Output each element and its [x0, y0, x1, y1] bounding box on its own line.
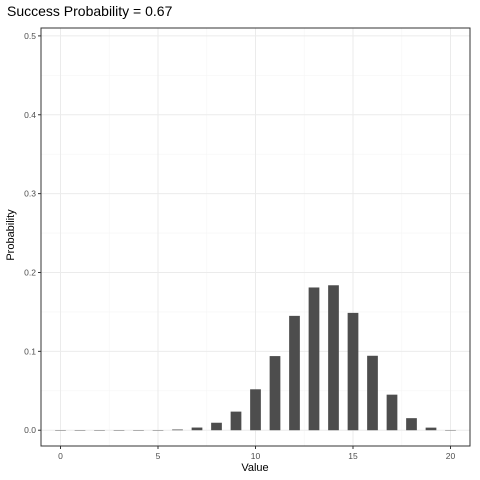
bar-11	[269, 356, 281, 431]
bar-16	[367, 355, 378, 431]
x-axis-ticks: 0 5 10 15 20	[58, 446, 455, 461]
bar-15	[347, 312, 359, 431]
x-tick-label: 15	[348, 451, 358, 461]
y-tick-label: 0.1	[24, 346, 36, 356]
y-tick-label: 0.0	[24, 425, 36, 435]
x-tick-label: 5	[156, 451, 161, 461]
bar-14	[328, 285, 339, 431]
bars	[55, 285, 456, 431]
x-tick-label: 20	[446, 451, 456, 461]
y-axis-ticks: 0.0 0.1 0.2 0.3 0.4 0.5	[24, 31, 41, 435]
bar-9	[230, 411, 242, 431]
x-axis-label: Value	[241, 462, 268, 474]
x-tick-label: 0	[58, 451, 63, 461]
chart-title: Success Probability = 0.67	[7, 3, 173, 19]
y-axis-label: Probability	[5, 209, 17, 261]
y-tick-label: 0.3	[24, 189, 36, 199]
y-tick-label: 0.5	[24, 31, 36, 41]
y-tick-label: 0.4	[24, 110, 36, 120]
y-tick-label: 0.2	[24, 267, 36, 277]
bar-17	[386, 394, 398, 431]
bar-18	[406, 418, 417, 431]
bar-7	[191, 427, 203, 431]
bar-19	[425, 427, 437, 431]
bar-6	[172, 429, 183, 431]
grid-lines	[41, 28, 470, 446]
x-tick-label: 10	[251, 451, 261, 461]
bar-10	[250, 389, 261, 431]
bar-8	[211, 422, 222, 431]
bar-12	[289, 315, 300, 431]
bar-13	[308, 287, 320, 431]
